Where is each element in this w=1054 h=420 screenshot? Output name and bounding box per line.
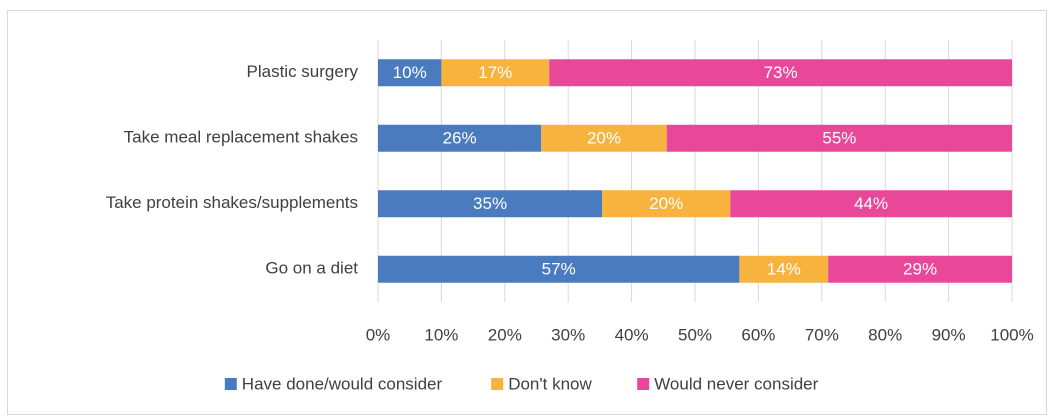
legend-swatch xyxy=(491,378,504,390)
data-label: 29% xyxy=(903,260,937,279)
data-label: 20% xyxy=(649,194,683,213)
y-tick-label: Take protein shakes/supplements xyxy=(106,193,358,212)
x-tick-label: 30% xyxy=(551,325,585,344)
data-label: 17% xyxy=(478,63,512,82)
bar-segment xyxy=(666,124,1012,152)
bar-segment xyxy=(549,59,1012,87)
x-tick-label: 100% xyxy=(990,325,1033,344)
x-tick-label: 80% xyxy=(868,325,902,344)
legend-label: Would never consider xyxy=(654,374,818,393)
legend-label: Have done/would consider xyxy=(242,374,443,393)
data-label: 55% xyxy=(822,129,856,148)
bar-segment xyxy=(541,124,667,152)
legend-swatch xyxy=(637,378,650,390)
y-tick-label: Go on a diet xyxy=(265,259,358,278)
bar-segment xyxy=(378,255,740,283)
data-label: 20% xyxy=(587,129,621,148)
data-label: 44% xyxy=(854,194,888,213)
bar-segment xyxy=(378,190,603,218)
data-label: 35% xyxy=(473,194,507,213)
bar-segment xyxy=(602,190,731,218)
data-label: 14% xyxy=(767,260,801,279)
bar-segment xyxy=(378,59,442,87)
x-tick-label: 10% xyxy=(424,325,458,344)
bar-segment xyxy=(828,255,1012,283)
data-label: 10% xyxy=(393,63,427,82)
x-tick-label: 20% xyxy=(488,325,522,344)
bar-segment xyxy=(730,190,1012,218)
legend-swatch xyxy=(224,378,237,390)
x-tick-label: 90% xyxy=(932,325,966,344)
bar-segment xyxy=(441,59,550,87)
data-label: 57% xyxy=(542,260,576,279)
y-tick-label: Plastic surgery xyxy=(247,62,359,81)
bar-segment xyxy=(739,255,829,283)
legend-label: Don't know xyxy=(508,374,592,393)
y-tick-label: Take meal replacement shakes xyxy=(124,128,358,147)
bar-segment xyxy=(378,124,542,152)
data-label: 73% xyxy=(764,63,798,82)
x-tick-label: 50% xyxy=(678,325,712,344)
x-tick-label: 60% xyxy=(741,325,775,344)
data-label: 26% xyxy=(443,129,477,148)
x-tick-label: 70% xyxy=(805,325,839,344)
x-tick-label: 40% xyxy=(615,325,649,344)
x-tick-label: 0% xyxy=(366,325,391,344)
